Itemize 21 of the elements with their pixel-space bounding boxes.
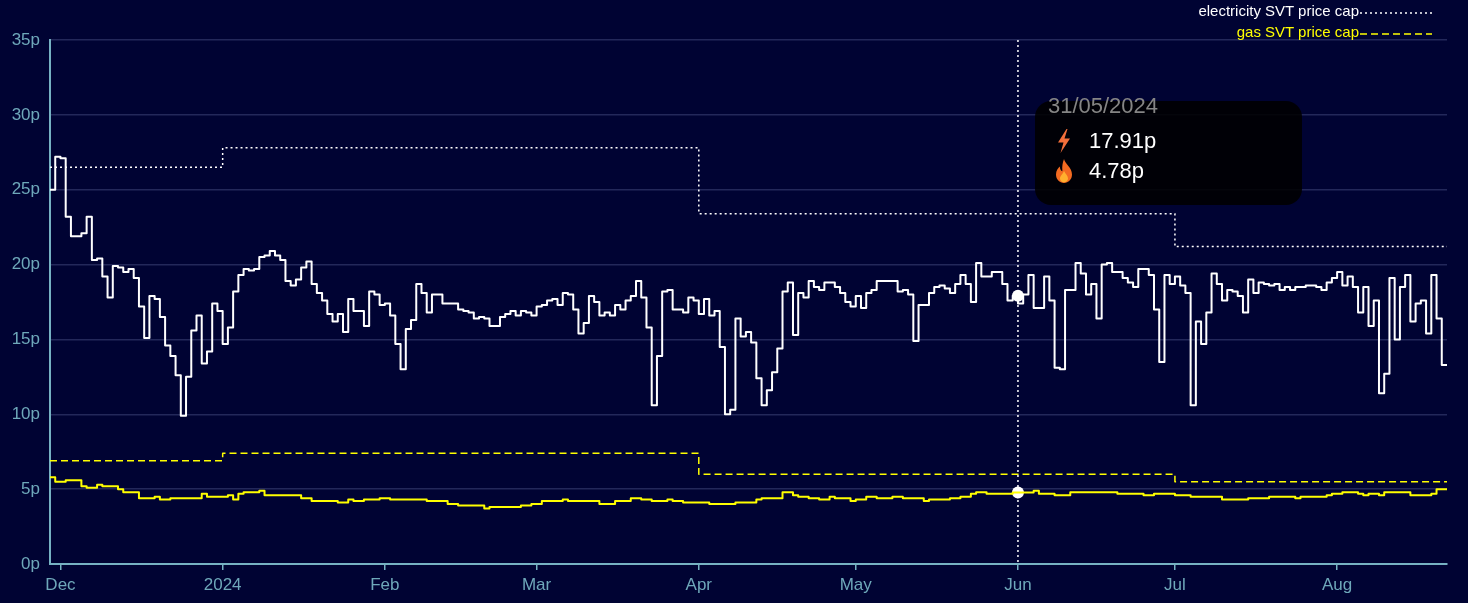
- x-tick-label: May: [839, 574, 873, 594]
- y-tick-label: 20p: [11, 254, 40, 274]
- legend-label: gas SVT price cap: [1236, 23, 1359, 41]
- x-tick-label: Dec: [45, 574, 77, 594]
- x-tick-label: Apr: [685, 574, 713, 594]
- x-tick-label: Jun: [1004, 574, 1032, 594]
- y-tick-label: 5p: [21, 478, 40, 498]
- legend-label: electricity SVT price cap: [1198, 2, 1359, 20]
- y-tick-label: 0p: [21, 553, 40, 573]
- x-tick-label: Jul: [1164, 574, 1186, 594]
- y-tick-label: 35p: [11, 29, 40, 49]
- y-tick-label: 10p: [11, 403, 40, 423]
- x-tick-label: Aug: [1322, 574, 1353, 594]
- y-tick-label: 30p: [11, 104, 40, 124]
- x-tick-label: Feb: [370, 574, 400, 594]
- y-tick-label: 25p: [11, 179, 40, 199]
- x-tick-label: Mar: [521, 574, 552, 594]
- annotation: 17.91p: [1088, 128, 1157, 153]
- x-tick-label: 2024: [203, 574, 242, 594]
- annotation: 4.78p: [1088, 158, 1145, 183]
- y-tick-label: 15p: [11, 329, 40, 349]
